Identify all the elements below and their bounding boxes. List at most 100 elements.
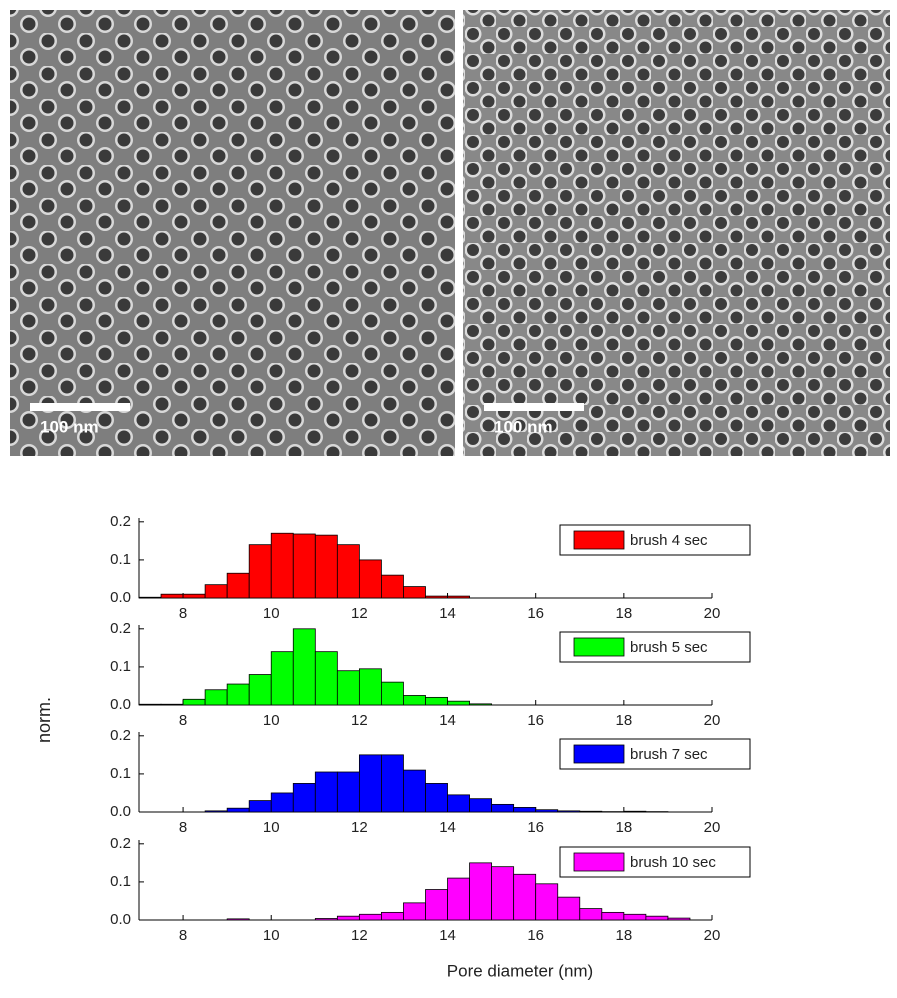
bar xyxy=(602,912,624,920)
bar xyxy=(381,755,403,812)
x-tick-label: 16 xyxy=(527,927,544,944)
x-tick-label: 8 xyxy=(179,712,187,729)
scale-bar xyxy=(30,403,130,411)
x-tick-label: 14 xyxy=(439,819,456,836)
x-axis-label: Pore diameter (nm) xyxy=(447,961,593,980)
bar xyxy=(403,695,425,705)
bar xyxy=(315,652,337,705)
x-tick-label: 16 xyxy=(527,605,544,622)
bar xyxy=(426,890,448,920)
bar xyxy=(448,878,470,920)
y-tick-label: 0.1 xyxy=(110,658,131,675)
bar xyxy=(315,535,337,598)
scale-bar xyxy=(484,403,584,411)
bar xyxy=(470,863,492,920)
bar xyxy=(426,596,448,598)
legend-label: brush 7 sec xyxy=(630,746,708,763)
bar xyxy=(492,867,514,920)
legend-swatch xyxy=(574,531,624,549)
bar xyxy=(293,783,315,812)
bar xyxy=(249,801,271,812)
bar xyxy=(624,811,646,812)
legend-swatch xyxy=(574,745,624,763)
bar xyxy=(558,811,580,812)
bar xyxy=(249,545,271,598)
scale-label: 100 nm xyxy=(494,417,553,436)
bar xyxy=(514,807,536,812)
x-tick-label: 12 xyxy=(351,605,368,622)
bar xyxy=(205,585,227,598)
bar xyxy=(381,912,403,920)
bar xyxy=(536,884,558,920)
bar xyxy=(359,914,381,920)
micrograph xyxy=(10,10,455,456)
bar xyxy=(337,545,359,598)
x-tick-label: 8 xyxy=(179,927,187,944)
bar xyxy=(646,916,668,920)
bar xyxy=(492,804,514,812)
bar xyxy=(249,675,271,705)
y-axis-label: norm. xyxy=(34,697,54,743)
bar xyxy=(381,575,403,598)
bar xyxy=(359,560,381,598)
bar xyxy=(139,597,161,598)
x-tick-label: 10 xyxy=(263,927,280,944)
y-tick-label: 0.2 xyxy=(110,513,131,530)
y-tick-label: 0.1 xyxy=(110,873,131,890)
bar xyxy=(161,704,183,705)
bar xyxy=(426,783,448,812)
x-tick-label: 8 xyxy=(179,819,187,836)
x-tick-label: 10 xyxy=(263,605,280,622)
bar xyxy=(337,671,359,705)
legend-label: brush 10 sec xyxy=(630,854,716,871)
legend-swatch xyxy=(574,853,624,871)
bar xyxy=(668,918,690,920)
x-tick-label: 14 xyxy=(439,605,456,622)
bar xyxy=(337,772,359,812)
x-tick-label: 16 xyxy=(527,819,544,836)
bar xyxy=(624,914,646,920)
bar xyxy=(403,770,425,812)
bar xyxy=(448,795,470,812)
bar xyxy=(293,534,315,598)
bar xyxy=(558,897,580,920)
bar xyxy=(536,810,558,812)
bar xyxy=(337,916,359,920)
bar xyxy=(271,533,293,598)
scale-label: 100 nm xyxy=(40,417,99,436)
x-tick-label: 18 xyxy=(616,712,633,729)
legend-label: brush 4 sec xyxy=(630,532,708,549)
x-tick-label: 12 xyxy=(351,712,368,729)
bar xyxy=(183,594,205,598)
bar xyxy=(315,918,337,920)
y-tick-label: 0.0 xyxy=(110,589,131,606)
x-tick-label: 20 xyxy=(704,605,721,622)
y-tick-label: 0.2 xyxy=(110,835,131,852)
y-tick-label: 0.2 xyxy=(110,620,131,637)
bar xyxy=(227,919,249,920)
bar xyxy=(514,874,536,920)
figure: 100 nm 100 nm Pore diameter (nm) norm. 0… xyxy=(0,0,897,993)
bar xyxy=(403,587,425,598)
bar xyxy=(448,701,470,705)
x-tick-label: 16 xyxy=(527,712,544,729)
x-tick-label: 18 xyxy=(616,819,633,836)
y-tick-label: 0.0 xyxy=(110,696,131,713)
y-tick-label: 0.2 xyxy=(110,727,131,744)
bar xyxy=(580,811,602,812)
x-tick-label: 14 xyxy=(439,712,456,729)
x-tick-label: 14 xyxy=(439,927,456,944)
y-tick-label: 0.0 xyxy=(110,911,131,928)
bar xyxy=(293,629,315,705)
bar xyxy=(403,903,425,920)
bar xyxy=(470,704,492,705)
x-tick-label: 20 xyxy=(704,712,721,729)
micrograph xyxy=(463,10,890,456)
x-tick-label: 10 xyxy=(263,712,280,729)
x-tick-label: 18 xyxy=(616,605,633,622)
bar xyxy=(381,682,403,705)
x-tick-label: 12 xyxy=(351,819,368,836)
bar xyxy=(161,594,183,598)
x-tick-label: 12 xyxy=(351,927,368,944)
bar xyxy=(227,573,249,598)
